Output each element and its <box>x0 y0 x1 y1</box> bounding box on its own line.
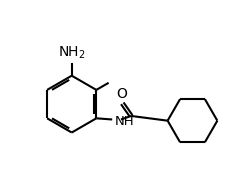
Text: NH: NH <box>114 115 134 128</box>
Text: O: O <box>117 87 128 101</box>
Text: NH$_2$: NH$_2$ <box>58 45 86 61</box>
